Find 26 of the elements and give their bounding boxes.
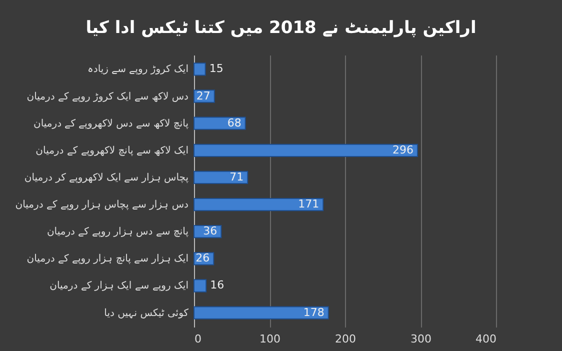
y-tick-label: پانچ لاکھ سے دس لاکھروپے کے درمیان: [34, 118, 189, 130]
data-label: 15: [209, 62, 224, 76]
chart-title: اراکین پارلیمنٹ نے 2018 میں کتنا ٹیکس ادا کیا: [86, 18, 476, 38]
x-tick-label: 400: [476, 332, 496, 346]
data-label: 36: [203, 224, 218, 238]
y-tick-label: ایک روپے سے ایک ہزار کے درمیان: [50, 280, 188, 292]
y-tick-label: پچاس ہزار سے ایک لاکھروپے کر درمیان: [24, 172, 189, 184]
y-tick-label: کوئی ٹیکس نہیں دیا: [104, 308, 189, 319]
data-label: 27: [196, 89, 210, 102]
x-tick-label: 200: [335, 332, 356, 346]
data-label: 296: [392, 143, 414, 156]
y-tick-label: ایک لاکھ سے پانچ لاکھروپے کے درمیان: [36, 145, 188, 156]
y-tick-label: ایک کروڑ روپے سے زیادہ: [87, 64, 188, 76]
data-label: 16: [210, 278, 224, 292]
data-label: 71: [230, 170, 244, 184]
data-label: 178: [303, 306, 324, 319]
y-tick-label: ایک ہزار سے پانچ ہزار روپے کے درمیان: [26, 254, 188, 265]
data-label: 26: [196, 252, 210, 265]
y-tick-label: دس ہزار سے پچاس ہزار روپے کے درمیان: [15, 200, 188, 211]
x-tick-label: 300: [410, 332, 432, 346]
x-tick-label: 0: [194, 332, 202, 346]
data-label: 171: [298, 198, 320, 211]
data-label: 68: [227, 116, 242, 130]
x-tick-label: 100: [260, 332, 280, 346]
y-tick-label: دس لاکھ سے ایک کروڑ روپے کے درمیان: [26, 91, 188, 102]
y-tick-label: پانچ سے دس ہزار روپے کے درمیان: [46, 226, 189, 238]
